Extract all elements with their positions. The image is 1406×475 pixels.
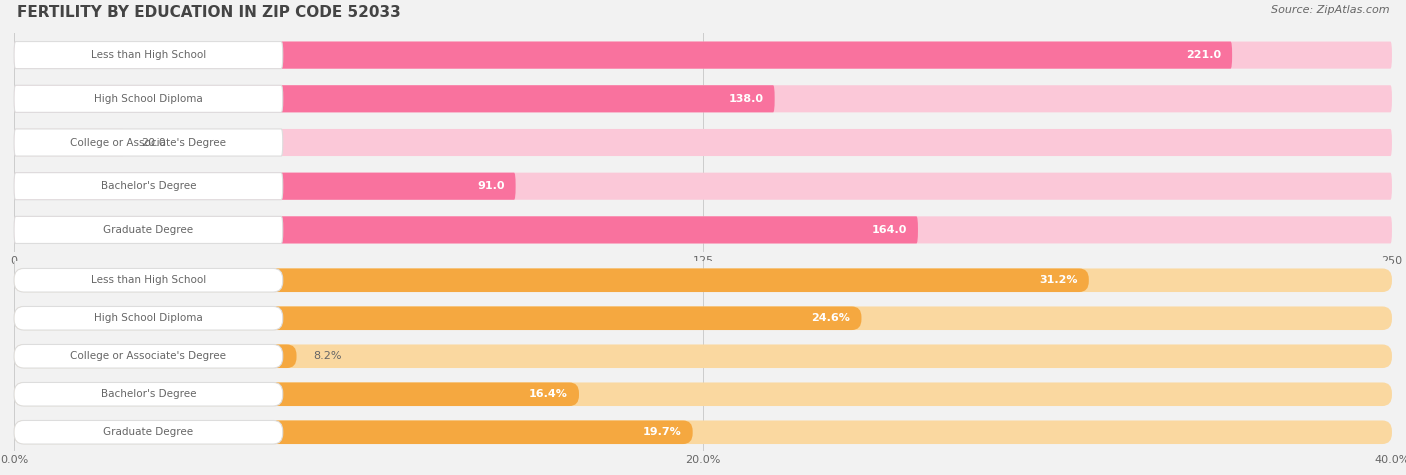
FancyBboxPatch shape <box>14 41 283 69</box>
FancyBboxPatch shape <box>14 420 283 444</box>
Text: 164.0: 164.0 <box>872 225 907 235</box>
Text: Source: ZipAtlas.com: Source: ZipAtlas.com <box>1271 5 1389 15</box>
FancyBboxPatch shape <box>14 129 124 156</box>
FancyBboxPatch shape <box>14 268 1392 292</box>
Text: 24.6%: 24.6% <box>811 313 851 323</box>
FancyBboxPatch shape <box>14 344 1392 368</box>
FancyBboxPatch shape <box>14 306 283 330</box>
FancyBboxPatch shape <box>14 420 693 444</box>
FancyBboxPatch shape <box>14 216 918 244</box>
FancyBboxPatch shape <box>14 216 1392 244</box>
FancyBboxPatch shape <box>14 268 283 292</box>
Text: 19.7%: 19.7% <box>643 427 682 437</box>
FancyBboxPatch shape <box>14 306 862 330</box>
Text: FERTILITY BY EDUCATION IN ZIP CODE 52033: FERTILITY BY EDUCATION IN ZIP CODE 52033 <box>17 5 401 20</box>
FancyBboxPatch shape <box>14 382 1392 406</box>
Text: Less than High School: Less than High School <box>91 50 207 60</box>
Text: High School Diploma: High School Diploma <box>94 94 202 104</box>
FancyBboxPatch shape <box>14 382 579 406</box>
FancyBboxPatch shape <box>14 129 1392 156</box>
Text: 8.2%: 8.2% <box>314 351 342 361</box>
FancyBboxPatch shape <box>14 85 1392 113</box>
Text: College or Associate's Degree: College or Associate's Degree <box>70 137 226 148</box>
FancyBboxPatch shape <box>14 172 1392 200</box>
FancyBboxPatch shape <box>14 382 283 406</box>
FancyBboxPatch shape <box>14 344 283 368</box>
FancyBboxPatch shape <box>14 268 1088 292</box>
FancyBboxPatch shape <box>14 85 775 113</box>
FancyBboxPatch shape <box>14 85 283 113</box>
Text: College or Associate's Degree: College or Associate's Degree <box>70 351 226 361</box>
Text: Bachelor's Degree: Bachelor's Degree <box>101 181 197 191</box>
FancyBboxPatch shape <box>14 41 1392 69</box>
Text: 91.0: 91.0 <box>477 181 505 191</box>
Text: Graduate Degree: Graduate Degree <box>103 225 194 235</box>
Text: 16.4%: 16.4% <box>529 389 568 399</box>
FancyBboxPatch shape <box>14 172 283 200</box>
Text: Bachelor's Degree: Bachelor's Degree <box>101 389 197 399</box>
Text: 138.0: 138.0 <box>728 94 763 104</box>
Text: Graduate Degree: Graduate Degree <box>103 427 194 437</box>
FancyBboxPatch shape <box>14 129 283 156</box>
Text: 20.0: 20.0 <box>141 137 166 148</box>
FancyBboxPatch shape <box>14 420 1392 444</box>
FancyBboxPatch shape <box>14 216 283 244</box>
Text: 221.0: 221.0 <box>1185 50 1220 60</box>
FancyBboxPatch shape <box>14 172 516 200</box>
FancyBboxPatch shape <box>14 306 1392 330</box>
Text: Less than High School: Less than High School <box>91 275 207 285</box>
Text: High School Diploma: High School Diploma <box>94 313 202 323</box>
FancyBboxPatch shape <box>14 344 297 368</box>
Text: 31.2%: 31.2% <box>1039 275 1078 285</box>
FancyBboxPatch shape <box>14 41 1232 69</box>
